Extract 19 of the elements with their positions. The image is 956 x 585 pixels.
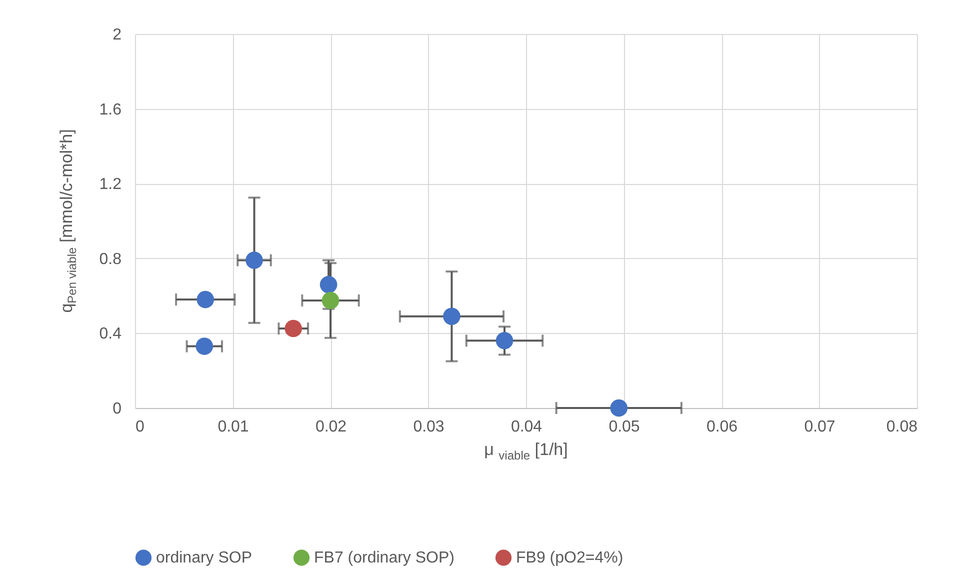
y-tick-label: 0 — [112, 400, 122, 418]
x-tick-label: 0.08 — [886, 418, 918, 436]
x-tick-label: 0.03 — [413, 418, 444, 436]
x-tick-label: 0.01 — [218, 418, 249, 436]
x-tick-label: 0 — [136, 418, 144, 436]
y-tick-label: 2 — [112, 26, 122, 44]
x-tick-label: 0.06 — [706, 418, 738, 436]
y-tick-label: 0.8 — [99, 250, 122, 268]
x-tick-label: 0.05 — [608, 418, 640, 436]
y-tick-label: 1.2 — [99, 176, 122, 194]
x-tick-label: 0.02 — [315, 418, 347, 436]
x-axis-title: μ $_{viable}$ [1/h] — [484, 440, 568, 462]
x-tick-label: 0.07 — [804, 418, 836, 436]
legend-label: FB7 (ordinary SOP) — [314, 550, 454, 567]
legend-label: FB9 (pO2=4%) — [516, 550, 624, 567]
y-tick-label: 0.4 — [99, 326, 122, 343]
x-tick-label: 0.04 — [510, 418, 542, 436]
legend-label: ordinary SOP — [156, 550, 252, 567]
y-tick-label: 1.6 — [99, 101, 122, 118]
